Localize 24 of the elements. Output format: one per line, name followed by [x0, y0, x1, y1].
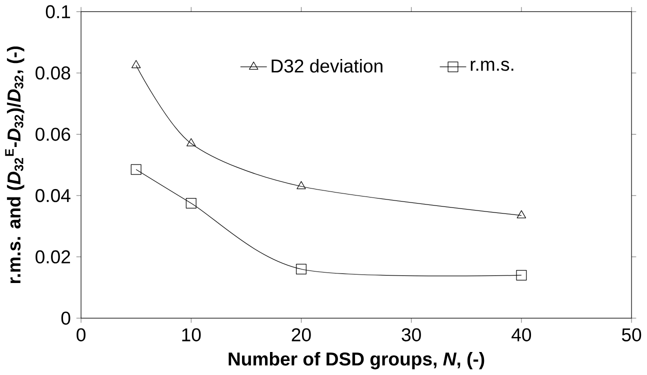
x-tick-label: 50: [622, 328, 642, 342]
x-tick-label: 20: [292, 328, 311, 342]
point: [516, 270, 527, 281]
y-tick-label: 0.1: [46, 5, 70, 19]
point: [186, 138, 196, 147]
legend-label: D32 deviation: [272, 59, 382, 73]
point: [132, 60, 141, 68]
x-axis-title: Number of DSD groups, N, (-): [228, 352, 484, 370]
x-tick-label: 30: [402, 328, 421, 342]
y-tick-label: 0.06: [36, 128, 70, 142]
text: r.m.s. and (D$_{32}$$^{E}$-D$_{32}$)/D$_{32}$, (-): [5, 46, 24, 284]
point: [296, 181, 306, 190]
y-tick-label: 0.02: [36, 250, 70, 264]
point: [516, 210, 526, 219]
point: [296, 264, 306, 275]
y-tick-label: 0.04: [36, 189, 70, 202]
y-tick-label: 0: [61, 312, 70, 325]
y-tick-label: 0.08: [36, 66, 70, 80]
x-tick-label: 40: [512, 328, 532, 342]
point: [186, 198, 196, 209]
x-tick-label: 0: [76, 328, 86, 342]
x-tick-label: 10: [182, 328, 201, 342]
point: [130, 164, 142, 176]
legend-label: r.m.s.: [470, 60, 514, 72]
